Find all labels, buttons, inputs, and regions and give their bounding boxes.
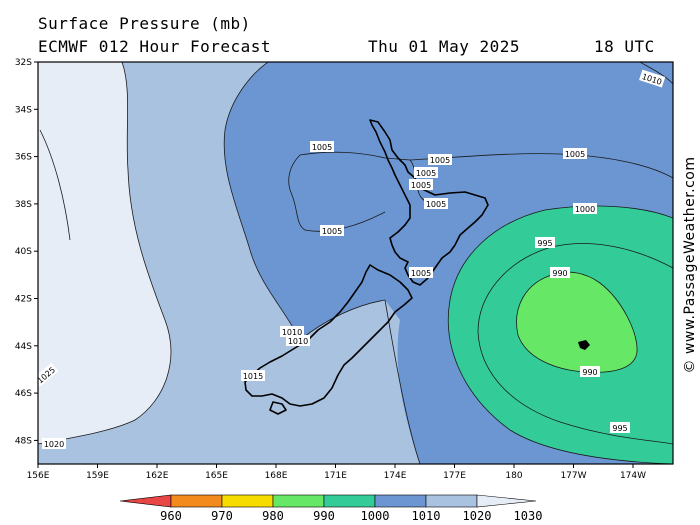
legend-label: 970	[211, 509, 233, 523]
chatham-islands	[578, 340, 590, 350]
latitude-axis: 32S 34S 36S 38S 40S 42S 44S 46S 48S	[15, 58, 38, 446]
lon-tick-label: 165E	[205, 471, 228, 481]
isobar-label: 1005	[310, 141, 334, 152]
isobar-label: 990	[580, 366, 600, 377]
isobar-label: 1000	[573, 203, 597, 214]
forecast-model-label: ECMWF 012 Hour Forecast	[38, 37, 272, 56]
isobar-label: 1005	[428, 154, 452, 165]
lon-tick-label: 177W	[560, 471, 586, 481]
legend-label: 1010	[412, 509, 441, 523]
legend-color-bar	[119, 494, 537, 508]
svg-text:1005: 1005	[426, 200, 446, 209]
isobar-label: 1005	[563, 148, 587, 159]
forecast-date: Thu 01 May 2025	[368, 37, 520, 56]
lon-tick-label: 174E	[384, 471, 407, 481]
isobar-label: 1020	[42, 438, 66, 449]
legend-label: 1020	[463, 509, 492, 523]
legend-label: 1000	[361, 509, 390, 523]
isobar-label: 995	[535, 237, 555, 248]
band-1020-1030	[38, 62, 171, 444]
forecast-time: 18 UTC	[594, 37, 655, 56]
lat-tick-label: 44S	[15, 342, 32, 352]
legend-swatch	[476, 494, 537, 508]
legend-swatch	[323, 494, 376, 508]
svg-text:990: 990	[552, 269, 567, 278]
legend-swatch	[221, 494, 274, 508]
chart-title: Surface Pressure (mb)	[38, 14, 251, 33]
isobar-label: 1005	[414, 167, 438, 178]
lon-tick-label: 180	[505, 471, 522, 481]
svg-text:1020: 1020	[44, 440, 64, 449]
watermark: © www.PassageWeather.com	[682, 156, 698, 374]
legend-swatch	[272, 494, 325, 508]
isobar-label: 1005	[320, 225, 344, 236]
longitude-axis: 156E 159E 162E 165E 168E 171E 174E 177E 180 177W 1…	[27, 464, 646, 481]
pressure-map[interactable]: 1010 1005 1005 1005 1005 1005 1005 1005 …	[0, 0, 700, 490]
isobar-label: 1015	[241, 370, 265, 381]
svg-text:1010: 1010	[282, 328, 302, 337]
band-980-990	[516, 272, 638, 373]
legend-label: 990	[313, 509, 335, 523]
lat-tick-label: 46S	[15, 389, 32, 399]
isobar-label: 995	[610, 422, 630, 433]
svg-text:995: 995	[612, 424, 627, 433]
isobar-label: 1005	[424, 198, 448, 209]
lat-tick-label: 36S	[15, 153, 32, 163]
svg-text:1000: 1000	[575, 205, 595, 214]
isobar-label: 990	[550, 267, 570, 278]
lat-tick-label: 48S	[15, 436, 32, 446]
svg-text:1005: 1005	[430, 156, 450, 165]
isobar-label: 1010	[286, 335, 310, 346]
isobar-lines	[38, 62, 673, 464]
svg-text:1005: 1005	[411, 269, 431, 278]
svg-text:1010: 1010	[288, 337, 308, 346]
svg-text:1005: 1005	[565, 150, 585, 159]
svg-text:1015: 1015	[243, 372, 263, 381]
isobar-label: 1005	[409, 267, 433, 278]
isobar-label: 1005	[409, 179, 433, 190]
svg-text:990: 990	[582, 368, 597, 377]
isobar-label: 1010	[280, 326, 304, 337]
lon-tick-label: 159E	[86, 471, 109, 481]
svg-text:1005: 1005	[322, 227, 342, 236]
legend-label: 1030	[514, 509, 543, 523]
pressure-legend: 960 970 980 990 1000 1010 1020 1030	[119, 494, 542, 523]
lon-tick-label: 168E	[265, 471, 288, 481]
legend-labels: 960 970 980 990 1000 1010 1020 1030	[160, 509, 542, 523]
lon-tick-label: 156E	[27, 471, 50, 481]
svg-text:1005: 1005	[312, 143, 332, 152]
legend-swatch	[119, 494, 172, 508]
lon-tick-label: 174W	[620, 471, 646, 481]
lon-tick-label: 162E	[146, 471, 169, 481]
legend-swatch	[425, 494, 478, 508]
legend-swatch	[170, 494, 223, 508]
lat-tick-label: 40S	[15, 247, 32, 257]
legend-swatch	[374, 494, 427, 508]
lat-tick-label: 32S	[15, 58, 32, 68]
lat-tick-label: 38S	[15, 200, 32, 210]
legend-label: 960	[160, 509, 182, 523]
lon-tick-label: 177E	[443, 471, 466, 481]
lon-tick-label: 171E	[324, 471, 347, 481]
legend-label: 980	[262, 509, 284, 523]
isobar-labels: 1010 1005 1005 1005 1005 1005 1005 1005 …	[38, 69, 666, 449]
svg-text:995: 995	[537, 239, 552, 248]
svg-text:1005: 1005	[411, 181, 431, 190]
lat-tick-label: 42S	[15, 295, 32, 305]
svg-text:1005: 1005	[416, 169, 436, 178]
lat-tick-label: 34S	[15, 105, 32, 115]
map-frame	[37, 61, 674, 465]
